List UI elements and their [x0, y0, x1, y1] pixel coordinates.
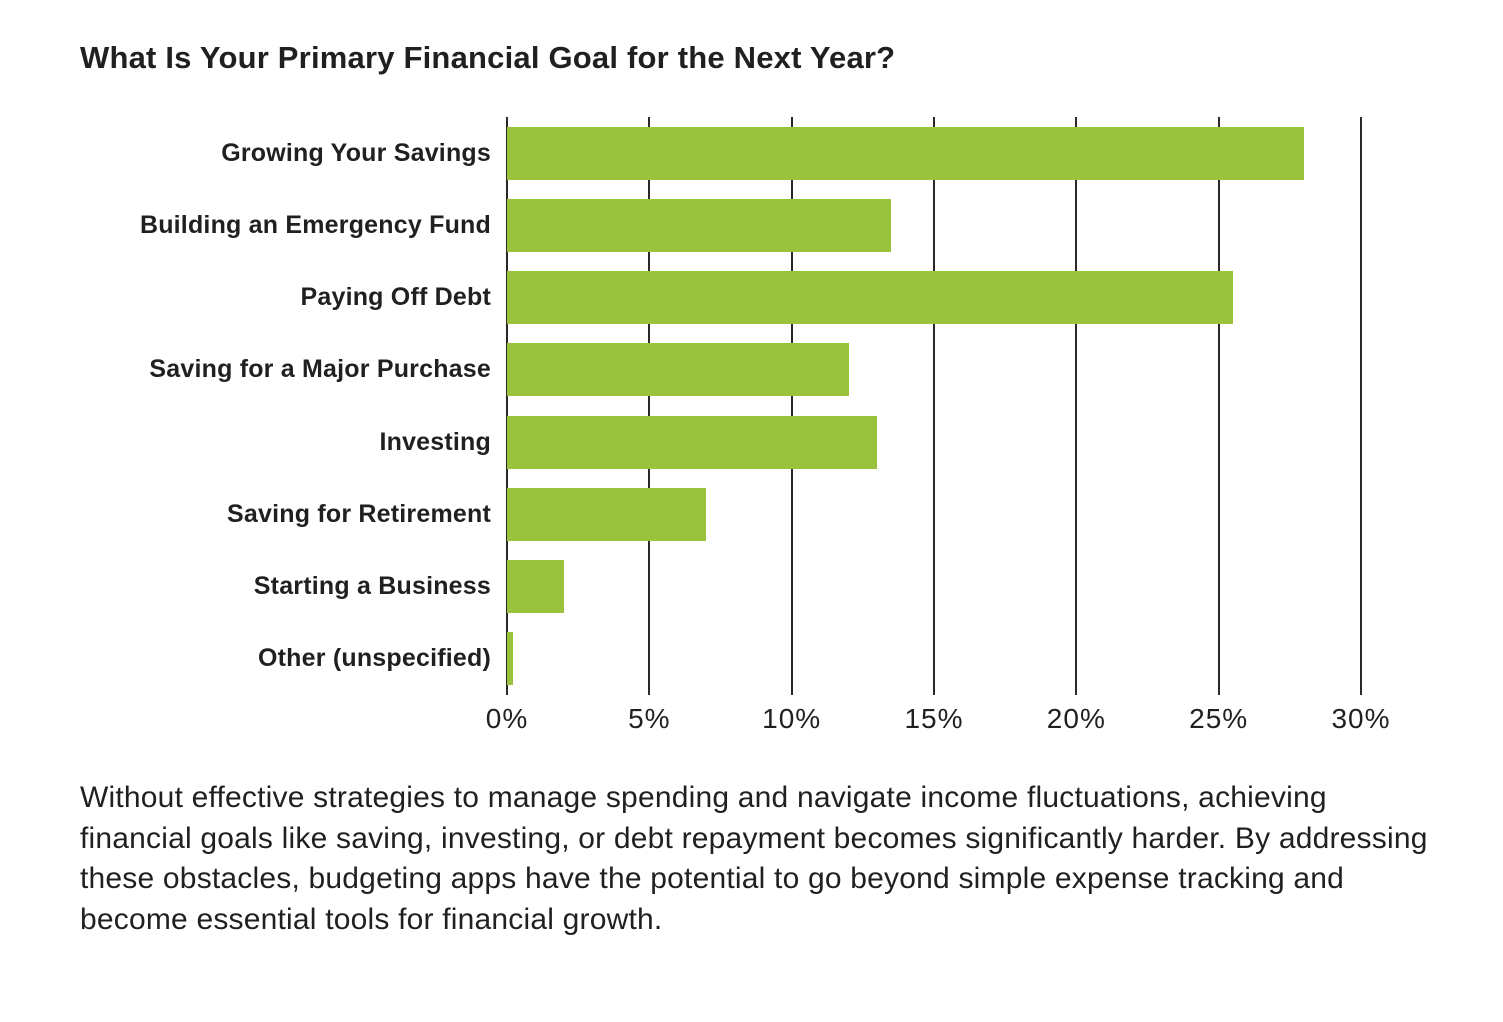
category-label: Starting a Business — [253, 572, 491, 601]
category-label: Saving for a Major Purchase — [149, 355, 491, 384]
x-tick-label: 0% — [485, 703, 529, 734]
gridline — [506, 117, 508, 695]
bar — [507, 126, 1305, 180]
gridline — [933, 117, 935, 695]
caption-paragraph: Without effective strategies to manage s… — [80, 781, 1428, 936]
bar — [507, 343, 849, 397]
bar-chart: Growing Your Savings Building an Emergenc… — [70, 117, 1390, 739]
category-label: Saving for Retirement — [227, 499, 491, 528]
x-tick-label: 15% — [904, 703, 964, 734]
category-label: Building an Emergency Fund — [139, 210, 491, 239]
gridline — [1360, 117, 1362, 695]
plot-area — [506, 117, 1362, 695]
bar — [507, 271, 1233, 325]
x-tick-label: 10% — [762, 703, 822, 734]
bar — [507, 487, 707, 541]
x-axis: 0% 5% 10% 15% 20% 25% 30% — [486, 703, 1390, 739]
category-label: Investing — [379, 427, 491, 456]
bar — [507, 560, 564, 614]
category-label: Paying Off Debt — [300, 283, 491, 312]
x-tick-label: 5% — [628, 703, 671, 734]
bar — [507, 632, 513, 686]
bar — [507, 198, 892, 252]
gridline — [1217, 117, 1220, 695]
category-label: Growing Your Savings — [221, 138, 491, 167]
gridline — [790, 117, 793, 695]
gridline — [648, 117, 651, 695]
category-label: Other (unspecified) — [258, 644, 491, 673]
x-tick-label: 25% — [1189, 703, 1249, 734]
chart-title: What Is Your Primary Financial Goal for … — [80, 40, 896, 75]
bar — [507, 415, 878, 469]
gridline — [1075, 117, 1078, 695]
category-labels: Growing Your Savings Building an Emergenc… — [70, 117, 491, 695]
x-tick-label: 30% — [1331, 703, 1391, 734]
x-tick-label: 20% — [1046, 703, 1106, 734]
